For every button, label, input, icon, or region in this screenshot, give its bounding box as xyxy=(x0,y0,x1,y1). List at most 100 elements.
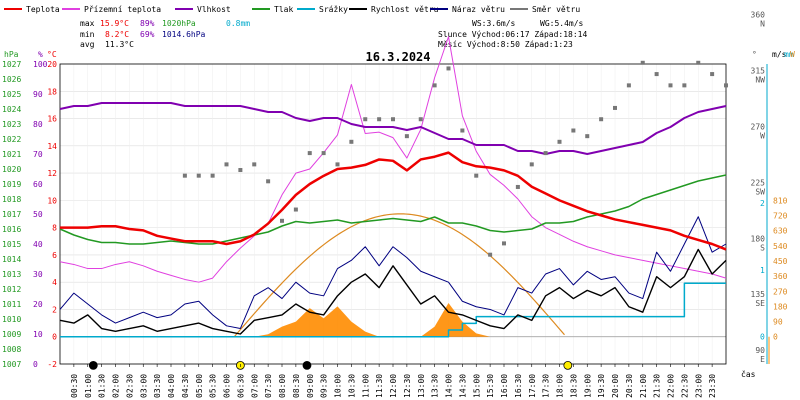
wind-direction-point xyxy=(502,241,506,246)
wind-direction-point xyxy=(585,134,590,139)
sun-arc xyxy=(233,213,565,338)
series-teplota xyxy=(60,151,727,251)
axis-hpa-tick: 1017 xyxy=(2,210,21,219)
x-tick-label: 09:30 xyxy=(320,374,329,398)
x-tick-label: 19:00 xyxy=(583,374,592,398)
stat-min-temp: 8.2°C xyxy=(105,30,129,39)
wind-direction-point xyxy=(335,162,340,167)
rise-set-marker xyxy=(88,360,98,370)
legend-item: Teplota xyxy=(26,5,60,14)
series-náraz-větru xyxy=(59,216,727,330)
markers xyxy=(88,360,573,370)
axis-hpa-tick: 1012 xyxy=(2,285,21,294)
series-srážky xyxy=(60,282,726,338)
stat-moon: Měsíc Východ:8:50 Západ:1:23 xyxy=(438,40,573,49)
x-tick-label: 02:30 xyxy=(125,374,134,398)
x-tick-label: 20:00 xyxy=(611,374,620,398)
axis-hpa-tick: 1020 xyxy=(2,165,21,174)
axis-solar-tick: 540 xyxy=(773,242,788,251)
stat-ws: WS:3.6m/s xyxy=(472,19,516,28)
wind-direction-point xyxy=(460,128,465,133)
axis-hpa-tick: 1019 xyxy=(2,180,21,189)
axis-dir-tick: 270 xyxy=(751,122,766,131)
axis-solar-tick: 720 xyxy=(773,212,788,221)
stat-min-hum: 69% xyxy=(140,30,155,39)
wind-direction-point xyxy=(557,139,562,144)
wind-direction-point xyxy=(349,139,354,144)
stat-max-temp: 15.9°C xyxy=(100,19,129,28)
axis-solar-tick: 270 xyxy=(773,287,788,296)
wind-direction-point xyxy=(599,117,604,122)
axis-pct-title: % xyxy=(38,50,43,59)
x-tick-label: 06:30 xyxy=(236,374,245,398)
wind-direction-point xyxy=(474,173,479,178)
wind-direction-point xyxy=(266,179,271,184)
stat-min-press: 1014.6hPa xyxy=(162,30,206,39)
x-tick-label: 11:00 xyxy=(361,374,370,398)
x-tick-label: 22:00 xyxy=(667,374,676,398)
x-tick-label: 23:30 xyxy=(708,374,717,398)
stat-wg: WG:5.4m/s xyxy=(540,19,584,28)
x-tick-label: 16:00 xyxy=(500,374,509,398)
axis-pct-tick: 100 xyxy=(33,60,48,69)
stat-max-label: max xyxy=(80,19,95,28)
x-tick-label: 18:00 xyxy=(556,374,565,398)
x-tick-label: 08:00 xyxy=(278,374,287,398)
wind-direction-point xyxy=(404,134,409,139)
x-tick-label: 03:30 xyxy=(153,374,162,398)
axis-pct-tick: 50 xyxy=(33,210,43,219)
axis-dir-name: NW xyxy=(755,76,765,85)
stat-min-label: min xyxy=(80,30,95,39)
axis-temp-tick: 6 xyxy=(52,251,57,260)
wind-direction-point xyxy=(654,72,659,77)
axis-solar-tick: 450 xyxy=(773,257,788,266)
x-tick-label: 18:30 xyxy=(569,374,578,398)
axis-dir-tick: 315 xyxy=(751,67,766,76)
x-tick-label: 13:30 xyxy=(431,374,440,398)
legend-item: Přízemní teplota xyxy=(84,5,161,14)
axis-dir-tick: 180 xyxy=(751,234,766,243)
x-tick-label: 04:00 xyxy=(167,374,176,398)
axis-solar-tick: 360 xyxy=(773,272,788,281)
stat-max-rain: 0.8mm xyxy=(226,19,250,28)
wind-direction-point xyxy=(488,252,493,257)
axis-temp-tick: -2 xyxy=(47,360,57,369)
wind-direction-point xyxy=(224,162,229,167)
stat-avg-temp: 11.3°C xyxy=(105,40,134,49)
axis-pct-tick: 90 xyxy=(33,90,43,99)
x-tick-label: 10:00 xyxy=(334,374,343,398)
x-tick-label: 10:30 xyxy=(347,374,356,398)
wind-direction-point xyxy=(182,173,187,178)
axis-dir-title: ° xyxy=(752,50,757,59)
x-tick-label: 12:30 xyxy=(403,374,412,398)
wind-direction-point xyxy=(668,83,673,88)
axis-pct-tick: 0 xyxy=(33,360,38,369)
x-tick-label: 17:30 xyxy=(542,374,551,398)
x-tick-label: 21:30 xyxy=(653,374,662,398)
series-lines xyxy=(59,36,728,338)
axis-pct-tick: 30 xyxy=(33,270,43,279)
axis-hpa-tick: 1021 xyxy=(2,150,21,159)
x-tick-label: 05:30 xyxy=(209,374,218,398)
axis-rain-tick: 2 xyxy=(760,199,765,208)
wind-direction-point xyxy=(682,83,687,88)
wind-direction-point xyxy=(210,173,215,178)
chart-title: 16.3.2024 xyxy=(365,50,430,64)
x-tick-label: 14:00 xyxy=(445,374,454,398)
axis-temp-tick: 14 xyxy=(47,142,57,151)
axis-dir-name: E xyxy=(760,355,765,364)
wind-direction-point xyxy=(529,162,534,167)
wind-direction-point xyxy=(613,105,617,110)
axis-temp-tick: 8 xyxy=(52,224,57,233)
wind-direction-point xyxy=(418,117,423,122)
axis-hpa-tick: 1027 xyxy=(2,60,21,69)
sun-arc-line xyxy=(233,213,565,338)
legend-item: Rychlost větru xyxy=(371,5,439,14)
x-tick-label: 09:00 xyxy=(306,374,315,398)
axis-hpa-tick: 1025 xyxy=(2,90,21,99)
x-tick-label: 02:00 xyxy=(112,374,121,398)
x-tick-label: 21:00 xyxy=(639,374,648,398)
axis-dir-tick: 135 xyxy=(751,290,766,299)
wind-direction-point xyxy=(307,151,312,156)
